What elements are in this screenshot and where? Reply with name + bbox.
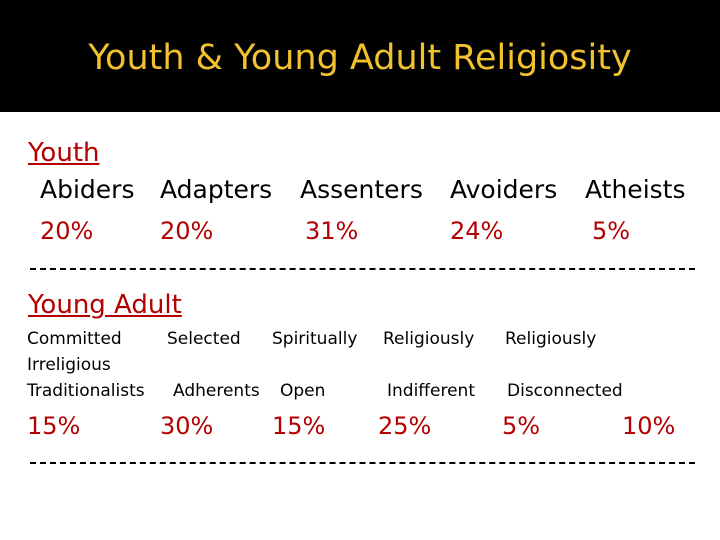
youth-percent-atheists: 5% [592,217,631,245]
youth-percent-abiders: 20% [40,217,94,245]
youth-category-atheists: Atheists [585,175,686,204]
ya-label-selected: Selected [167,329,241,349]
ya-label-irreligious: Irreligious [27,355,111,375]
ya-label-committed: Committed [27,329,122,349]
youth-label: Youth [28,138,100,168]
ya-label-religiously-1: Religiously [383,329,475,349]
title-bar: Youth & Young Adult Religiosity [0,0,720,112]
ya-label-spiritually: Spiritually [272,329,358,349]
ya-label-adherents: Adherents [173,381,260,401]
youth-category-avoiders: Avoiders [450,175,558,204]
ya-percent-spiritually: 15% [272,412,326,440]
ya-percent-committed: 15% [27,412,81,440]
ya-label-religiously-2: Religiously [505,329,597,349]
youth-percent-assenters: 31% [305,217,359,245]
ya-label-open: Open [280,381,326,401]
ya-percent-religiously-indifferent: 25% [378,412,432,440]
youth-category-adapters: Adapters [160,175,273,204]
ya-percent-religiously-disconnected: 5% [502,412,541,440]
youth-percent-adapters: 20% [160,217,214,245]
ya-percent-selected: 30% [160,412,214,440]
section-divider [30,268,695,270]
ya-label-disconnected: Disconnected [507,381,623,401]
youth-category-assenters: Assenters [300,175,423,204]
ya-percent-irreligious: 10% [622,412,676,440]
youth-category-abiders: Abiders [40,175,135,204]
bottom-divider [30,462,695,464]
ya-label-traditionalists: Traditionalists [27,381,145,401]
slide-title: Youth & Young Adult Religiosity [88,38,632,78]
ya-label-indifferent: Indifferent [387,381,475,401]
young-adult-label: Young Adult [28,290,182,320]
youth-percent-avoiders: 24% [450,217,504,245]
